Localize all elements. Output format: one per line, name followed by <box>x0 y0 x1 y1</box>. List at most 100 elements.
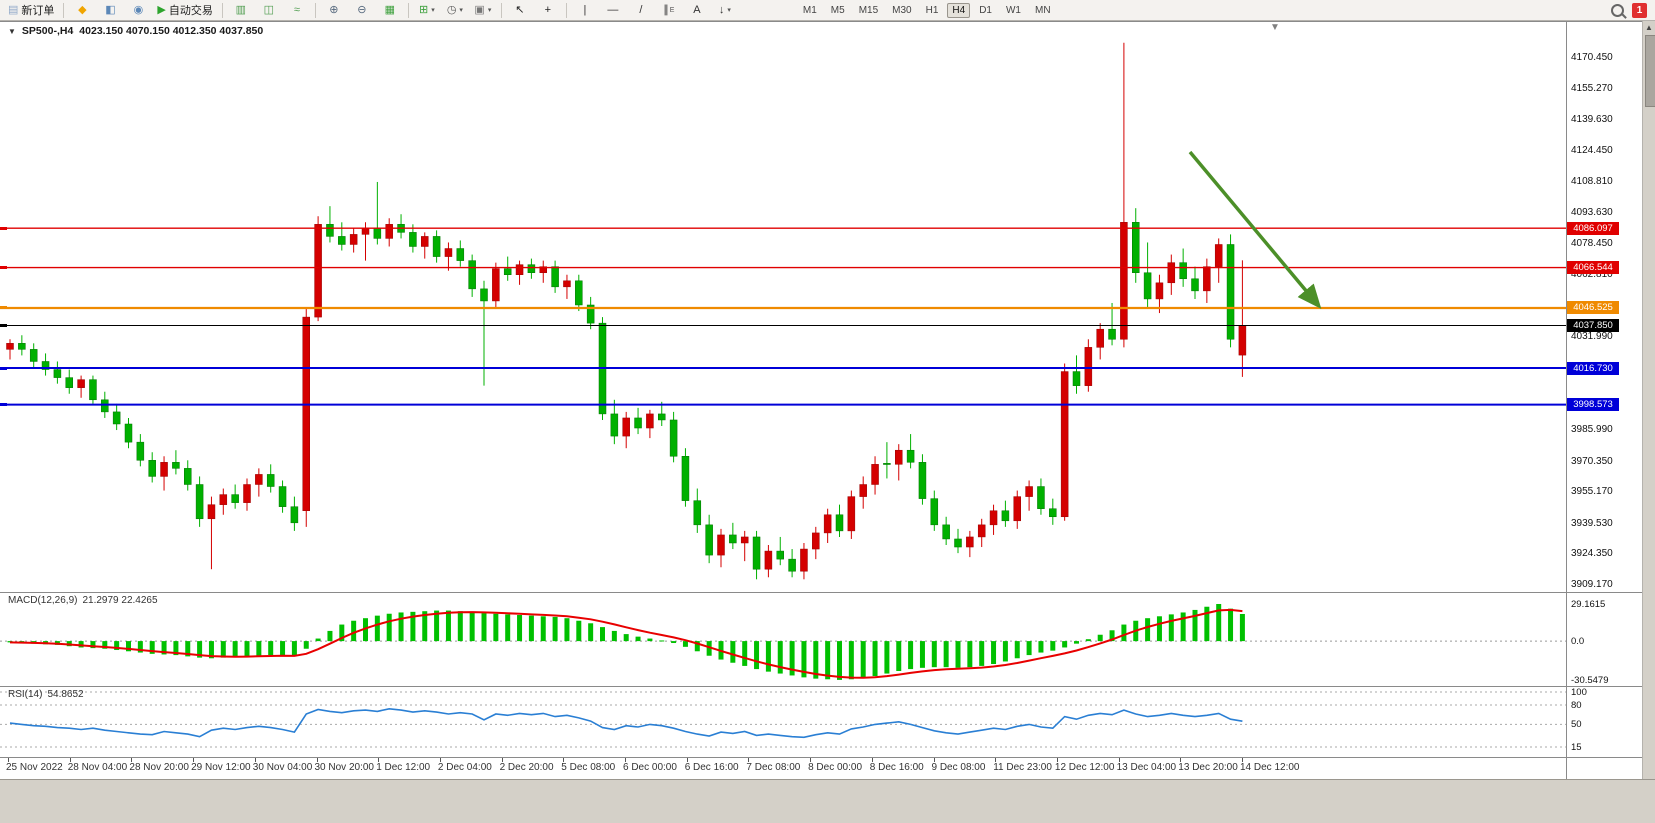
algo-trading-button: ▶ <box>157 4 166 16</box>
crosshair-icon[interactable]: + <box>535 0 561 20</box>
timeframe-h1[interactable]: H1 <box>925 4 939 16</box>
time-axis-label: 5 Dec 08:00 <box>561 762 616 773</box>
time-tick <box>131 758 133 762</box>
arrows-tool-icon[interactable]: ↓ ▾ <box>712 0 738 20</box>
text-tool-icon[interactable]: A <box>684 0 710 20</box>
timeframe-d1[interactable]: D1 <box>979 4 992 16</box>
algo-trading-button[interactable]: ▶ 自动交易 <box>153 0 216 20</box>
timeframe-m1[interactable]: M1 <box>802 4 817 16</box>
cursor-icon[interactable]: ↖ <box>507 0 533 20</box>
bar-chart-type-icon[interactable]: ▥ <box>228 0 254 20</box>
price-axis-label: 4170.450 <box>1571 52 1613 63</box>
left-price-marker <box>0 306 7 310</box>
snapshot-icon[interactable]: ▣ ▾ <box>470 0 496 20</box>
tile-windows-icon[interactable]: ▦ <box>377 0 403 20</box>
timeframe-w1[interactable]: W1 <box>1005 4 1021 16</box>
vertical-line-icon: | <box>583 4 587 16</box>
trendline-icon: / <box>639 4 643 16</box>
timeframe-m5[interactable]: M5 <box>830 4 845 16</box>
price-axis-label: 4078.450 <box>1571 237 1613 249</box>
time-tick <box>871 758 873 762</box>
rsi-canvas[interactable] <box>0 686 1566 757</box>
time-axis-label: 6 Dec 00:00 <box>623 762 677 773</box>
zoom-out-icon[interactable]: ⊖ <box>349 0 375 20</box>
time-axis-label: 9 Dec 08:00 <box>931 762 986 773</box>
line-chart-type-icon[interactable]: ≈ <box>284 0 310 20</box>
algo-trading-button-label: 自动交易 <box>168 5 213 17</box>
trend-arrow[interactable] <box>1188 150 1322 310</box>
timeframe-h4[interactable]: H4 <box>947 2 971 18</box>
time-tick <box>995 758 997 762</box>
timeframe-m30[interactable]: M30 <box>892 4 912 16</box>
toolbar-separator <box>407 2 409 18</box>
macd-histogram <box>7 603 1245 680</box>
vertical-line-icon[interactable]: | <box>572 0 598 20</box>
toolbar-separator <box>314 2 316 18</box>
period-icon[interactable]: ◷ ▾ <box>442 0 468 20</box>
new-order-button[interactable]: ▤ 新订单 <box>4 0 58 20</box>
vertical-scrollbar[interactable]: ▲ <box>1642 21 1655 779</box>
cursor-icon: ↖ <box>515 4 525 16</box>
time-tick <box>686 758 688 762</box>
macd-canvas[interactable] <box>0 592 1566 686</box>
chart-symbol-period: SP500-,H4 <box>21 25 74 37</box>
mql5-icon[interactable]: ◆ <box>69 0 95 20</box>
price-tag-4016.730: 4016.730 <box>1567 361 1619 375</box>
period-icon: ◷ <box>446 4 457 16</box>
left-price-marker <box>0 226 7 230</box>
notification-badge[interactable]: 1 <box>1632 2 1647 18</box>
price-tag-4046.525: 4046.525 <box>1567 301 1619 315</box>
macd-separator[interactable] <box>0 592 1642 593</box>
price-tag-4037.850: 4037.850 <box>1567 318 1619 332</box>
snapshot-icon-caret[interactable]: ▾ <box>487 7 492 14</box>
time-axis-label: 2 Dec 20:00 <box>499 762 554 773</box>
toolbar-separator <box>500 2 502 18</box>
market-watch-icon[interactable]: ◉ <box>125 0 151 20</box>
chart-menu-icon[interactable]: ▼ <box>8 26 16 36</box>
time-tick <box>378 758 380 762</box>
chart-shift-marker[interactable]: ▼ <box>1270 22 1280 33</box>
zoom-in-icon[interactable]: ⊕ <box>321 0 347 20</box>
price-axis-label: 3939.530 <box>1571 517 1613 529</box>
profiles-icon[interactable]: ◧ <box>97 0 123 20</box>
time-tick <box>1242 758 1243 762</box>
horizontal-line-icon[interactable]: — <box>600 0 626 20</box>
time-axis-label: 28 Nov 04:00 <box>67 762 128 773</box>
new-chart-icon-caret[interactable]: ▾ <box>431 7 435 14</box>
timeframe-mn[interactable]: MN <box>1034 4 1051 16</box>
time-axis-label: 8 Dec 00:00 <box>808 762 863 773</box>
price-axis-label: 3970.350 <box>1571 455 1613 467</box>
time-axis-label: 1 Dec 12:00 <box>376 762 431 773</box>
axis-separator <box>1566 21 1567 779</box>
candlestick-canvas[interactable] <box>0 21 1566 592</box>
time-axis-label: 13 Dec 04:00 <box>1116 762 1177 773</box>
arrows-tool-icon-caret[interactable]: ▾ <box>727 7 731 14</box>
toolbar-separator <box>565 2 567 18</box>
period-icon-caret[interactable]: ▾ <box>459 7 463 14</box>
price-axis-label: 4062.810 <box>1571 269 1613 281</box>
time-axis-label: 13 Dec 20:00 <box>1178 762 1238 773</box>
candlestick-type-icon: ◫ <box>263 4 275 16</box>
search-icon[interactable] <box>1611 3 1624 17</box>
time-axis-label: 12 Dec 12:00 <box>1054 762 1115 773</box>
price-axis-label: 3924.350 <box>1571 548 1613 560</box>
timeframe-m15[interactable]: M15 <box>858 4 879 16</box>
left-price-marker <box>0 366 7 370</box>
time-tick <box>254 758 256 762</box>
rsi-axis-label: 100 <box>1571 687 1587 698</box>
macd-axis-label: -30.5479 <box>1571 675 1609 686</box>
time-tick <box>316 758 318 762</box>
equidistant-channel-icon[interactable]: ∥ E <box>656 0 682 20</box>
time-tick <box>563 758 565 762</box>
time-axis-label: 2 Dec 04:00 <box>437 762 492 773</box>
price-axis-label: 4108.810 <box>1571 176 1613 188</box>
rsi-separator[interactable] <box>0 686 1642 687</box>
price-tag-4086.097: 4086.097 <box>1567 221 1619 235</box>
candlestick-type-icon[interactable]: ◫ <box>256 0 282 20</box>
scrollbar-up-icon[interactable]: ▲ <box>1645 23 1653 32</box>
scrollbar-thumb[interactable] <box>1645 35 1655 107</box>
new-chart-icon[interactable]: ⊞ ▾ <box>414 0 440 20</box>
time-tick <box>193 758 195 762</box>
trendline-icon[interactable]: / <box>628 0 654 20</box>
